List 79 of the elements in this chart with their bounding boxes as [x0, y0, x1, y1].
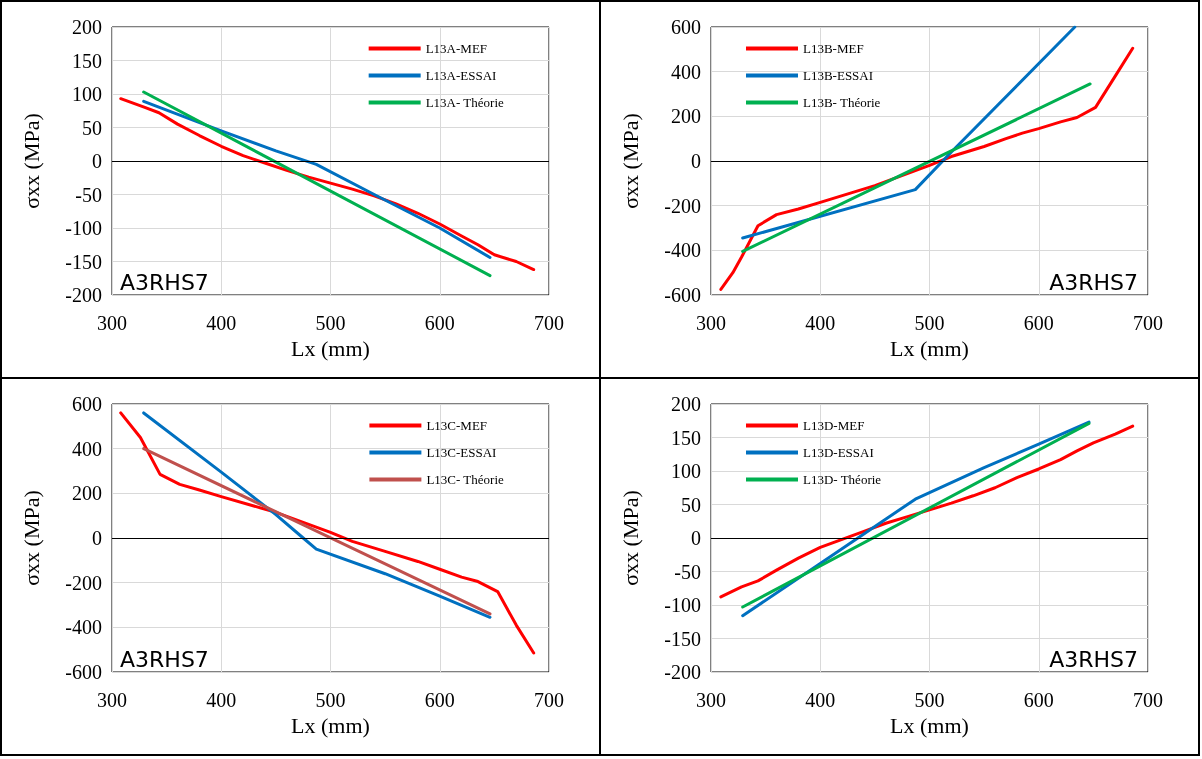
line-series	[119, 97, 536, 272]
x-tick-label: 500	[315, 312, 346, 334]
y-axis-title: σxx (MPa)	[617, 113, 643, 209]
x-tick-label: 600	[1023, 689, 1054, 711]
x-tick-label: 300	[97, 689, 127, 711]
y-tick-label: 50	[681, 493, 701, 516]
y-tick-label: 400	[671, 60, 701, 83]
x-axis-title: Lx (mm)	[291, 336, 370, 362]
y-tick-label: 600	[72, 393, 102, 415]
y-tick-label: -600	[664, 284, 701, 306]
y-tick-label: -200	[65, 284, 102, 306]
legend-label: L13D-MEF	[803, 418, 865, 433]
y-axis-title: σxx (MPa)	[18, 490, 44, 586]
legend-label: L13B- Théorie	[803, 95, 881, 110]
x-tick-label: 300	[696, 312, 726, 334]
y-tick-label: -400	[664, 239, 701, 262]
x-tick-label: 600	[1023, 312, 1054, 334]
y-tick-label: 0	[691, 150, 701, 172]
y-tick-label: 100	[671, 460, 701, 482]
x-tick-label: 500	[914, 312, 945, 334]
line-series	[741, 25, 1077, 240]
x-tick-label: 300	[97, 312, 127, 334]
y-tick-label: 200	[671, 393, 701, 415]
x-tick-label: 700	[1133, 689, 1163, 711]
y-tick-label: 0	[92, 150, 102, 172]
x-tick-label: 700	[1133, 312, 1163, 334]
legend-label: L13A-ESSAI	[425, 68, 497, 83]
legend-label: L13D-ESSAI	[803, 445, 874, 460]
y-tick-label: 0	[691, 527, 701, 549]
y-tick-label: -200	[664, 194, 701, 217]
x-tick-label: 700	[534, 312, 564, 334]
legend-label: L13B-ESSAI	[803, 68, 874, 83]
y-tick-label: -50	[674, 560, 701, 583]
x-tick-label: 400	[206, 689, 237, 711]
y-tick-label: 150	[671, 426, 701, 449]
y-tick-label: 600	[671, 16, 701, 38]
y-axis-title: σxx (MPa)	[18, 113, 44, 209]
legend-label: L13A-MEF	[425, 41, 488, 56]
legend-label: L13D- Théorie	[803, 472, 882, 487]
y-tick-label: -100	[664, 594, 701, 616]
y-tick-label: 200	[72, 16, 102, 38]
y-tick-label: -200	[65, 571, 102, 594]
x-tick-label: 300	[696, 689, 726, 711]
line-series	[719, 424, 1135, 599]
y-tick-label: -50	[75, 183, 102, 206]
annotation: A3RHS7	[1049, 269, 1139, 295]
y-tick-label: -150	[664, 627, 701, 650]
y-tick-label: -100	[65, 217, 102, 239]
y-tick-label: 0	[92, 527, 102, 549]
y-tick-label: 400	[72, 437, 102, 460]
y-tick-label: 50	[82, 116, 102, 139]
legend-label: L13A- Théorie	[425, 95, 504, 110]
x-tick-label: 400	[805, 689, 836, 711]
legend-label: L13C- Théorie	[426, 472, 504, 487]
y-tick-label: 200	[72, 482, 102, 505]
x-axis-title: Lx (mm)	[890, 713, 969, 739]
annotation: A3RHS7	[1049, 646, 1139, 672]
y-tick-label: -200	[664, 661, 701, 683]
annotation: A3RHS7	[120, 646, 209, 672]
annotation: A3RHS7	[120, 269, 209, 295]
x-axis-title: Lx (mm)	[291, 713, 370, 739]
y-tick-label: 100	[72, 83, 102, 105]
y-tick-label: -600	[65, 661, 102, 683]
y-tick-label: 150	[72, 49, 102, 72]
y-tick-label: -150	[65, 250, 102, 273]
y-axis-title: σxx (MPa)	[617, 490, 643, 586]
y-tick-label: 200	[671, 105, 701, 128]
x-tick-label: 400	[805, 312, 836, 334]
x-tick-label: 600	[424, 689, 455, 711]
x-tick-label: 700	[534, 689, 564, 711]
x-tick-label: 400	[206, 312, 237, 334]
x-axis-title: Lx (mm)	[890, 336, 969, 362]
x-tick-label: 500	[315, 689, 346, 711]
legend-label: L13C-ESSAI	[426, 445, 497, 460]
legend-label: L13C-MEF	[426, 418, 488, 433]
x-tick-label: 500	[914, 689, 945, 711]
legend-label: L13B-MEF	[803, 41, 864, 56]
x-tick-label: 600	[424, 312, 455, 334]
y-tick-label: -400	[65, 616, 102, 639]
